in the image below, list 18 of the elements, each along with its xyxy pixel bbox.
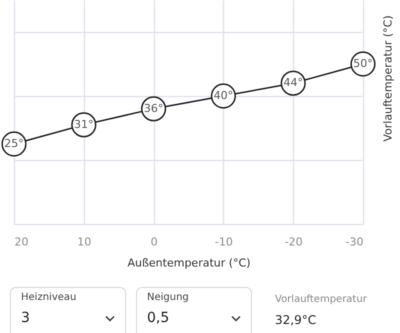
data-label: 31° <box>74 118 94 131</box>
data-label: 50° <box>353 57 373 70</box>
x-axis-title: Außentemperatur (°C) <box>127 256 251 270</box>
x-tick-label: -10 <box>214 236 233 248</box>
data-label: 44° <box>283 76 303 90</box>
y-axis-title: Vorlauftemperatur (°C) <box>382 15 394 142</box>
dropdown-field: Neigung 0,5 <box>136 287 252 333</box>
text: Vorlauftemperatur <box>275 294 367 305</box>
x-tick-label: 20 <box>14 236 28 248</box>
x-tick-label: 0 <box>150 236 158 248</box>
data-label: 40° <box>214 89 234 102</box>
x-tick-label: 10 <box>77 236 92 248</box>
data-label: 25° <box>4 137 24 150</box>
x-tick-label: -20 <box>284 236 303 248</box>
x-tick-label: -30 <box>346 236 364 248</box>
text: 32,9°C <box>275 313 316 327</box>
dropdown-field: Heizniveau 3 <box>10 287 126 333</box>
data-label: 36° <box>144 102 164 115</box>
